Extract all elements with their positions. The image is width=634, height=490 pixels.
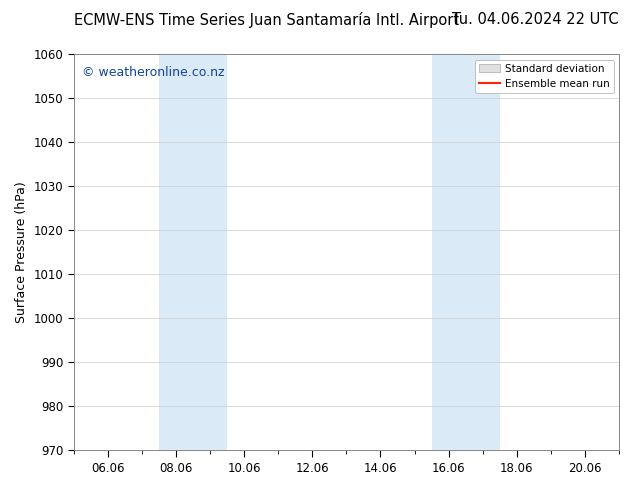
- Y-axis label: Surface Pressure (hPa): Surface Pressure (hPa): [15, 181, 28, 323]
- Bar: [432, 54, 500, 450]
- Legend: Standard deviation, Ensemble mean run: Standard deviation, Ensemble mean run: [475, 59, 614, 93]
- Text: © weatheronline.co.nz: © weatheronline.co.nz: [82, 66, 224, 79]
- Text: Tu. 04.06.2024 22 UTC: Tu. 04.06.2024 22 UTC: [453, 12, 619, 27]
- Text: ECMW-ENS Time Series Juan Santamaría Intl. Airport: ECMW-ENS Time Series Juan Santamaría Int…: [74, 12, 459, 28]
- Bar: [159, 54, 227, 450]
